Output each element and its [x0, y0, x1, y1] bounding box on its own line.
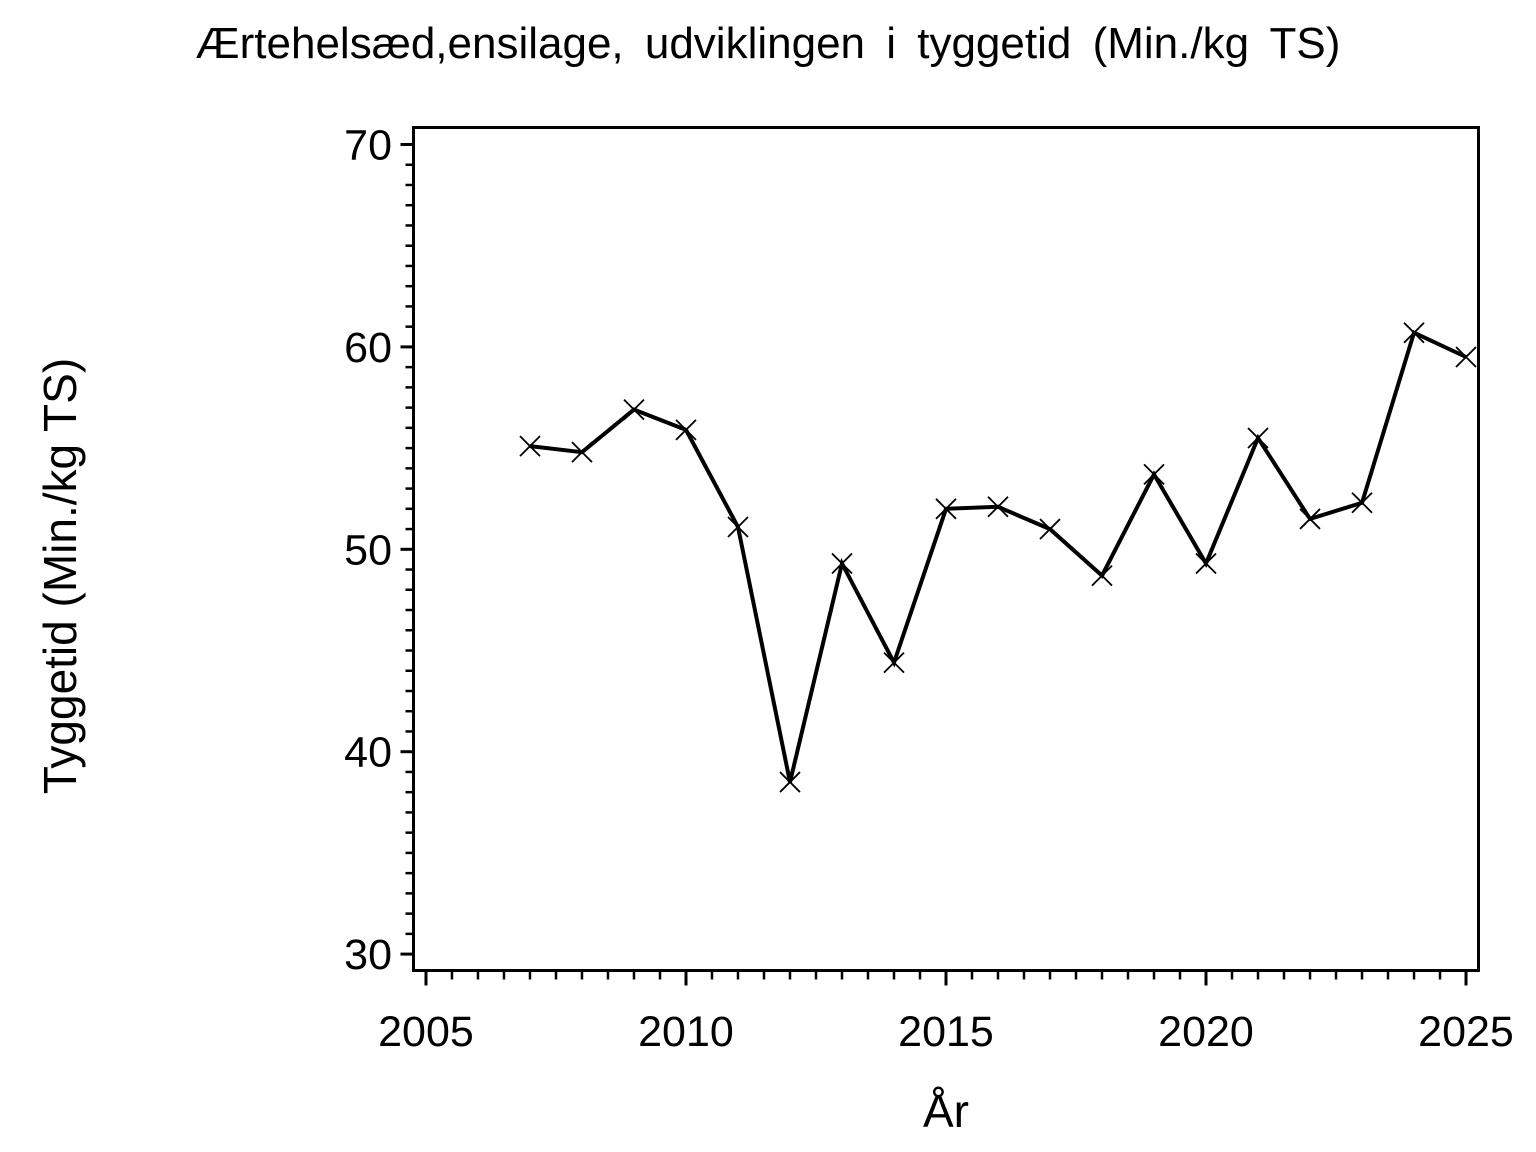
data-point-marker: [1143, 463, 1165, 486]
marker-stroke: [519, 435, 541, 457]
marker-stroke: [1091, 564, 1113, 587]
x-tick-label: 2005: [378, 1008, 474, 1056]
marker-stroke: [1195, 552, 1217, 575]
data-point-marker: [623, 399, 645, 421]
plot-frame: [412, 126, 1480, 972]
x-tick-label: 2010: [638, 1008, 734, 1056]
marker-stroke: [623, 399, 645, 421]
y-axis-label: Tyggetid (Min./kg TS): [34, 358, 86, 794]
chart-title: Ærtehelsæd,ensilage, udviklingen i tygge…: [196, 19, 1341, 68]
data-point-marker: [1247, 427, 1269, 449]
data-series-line: [529, 329, 1467, 783]
marker-stroke: [831, 552, 853, 575]
marker-stroke: [935, 498, 957, 520]
marker-stroke: [1247, 427, 1269, 449]
marker-stroke: [1143, 463, 1165, 486]
marker-stroke: [883, 652, 905, 674]
data-point-marker: [935, 498, 957, 520]
data-point-marker: [1403, 322, 1425, 344]
x-axis-label: År: [923, 1085, 969, 1137]
y-tick-label: 40: [344, 729, 392, 777]
x-tick-label: 2015: [898, 1008, 994, 1056]
data-point-marker: [519, 435, 541, 457]
marker-stroke: [675, 419, 697, 441]
data-point-marker: [987, 496, 1009, 518]
data-point-marker: [883, 652, 905, 674]
y-tick-label: 30: [344, 931, 392, 979]
marker-stroke: [1455, 346, 1477, 368]
marker-stroke: [987, 496, 1009, 518]
x-tick-label: 2020: [1158, 1008, 1254, 1056]
data-point-marker: [1299, 508, 1321, 530]
y-tick-label: 70: [344, 122, 392, 170]
data-point-marker: [1039, 518, 1061, 540]
x-axis-ticks: [424, 970, 1468, 986]
marker-stroke: [1299, 508, 1321, 530]
data-point-marker: [1351, 492, 1373, 514]
y-tick-label: 50: [344, 526, 392, 574]
y-tick-label: 60: [344, 324, 392, 372]
data-point-marker: [675, 419, 697, 441]
marker-stroke: [571, 441, 593, 463]
y-axis-ticks: [400, 143, 414, 956]
data-point-marker: [779, 771, 801, 793]
data-point-marker: [831, 552, 853, 575]
data-point-marker: [1455, 346, 1477, 368]
axis-tick-labels: 2005 2010 2015 2020 2025 30 40 50 60 70: [344, 122, 1514, 1056]
marker-stroke: [1351, 492, 1373, 514]
marker-stroke: [1403, 322, 1425, 344]
data-series: [519, 322, 1477, 793]
data-point-marker: [571, 441, 593, 463]
data-point-marker: [1091, 564, 1113, 587]
data-point-marker: [727, 516, 749, 538]
data-point-marker: [1195, 552, 1217, 575]
marker-stroke: [1039, 518, 1061, 540]
marker-stroke: [727, 516, 749, 538]
marker-stroke: [779, 771, 801, 793]
x-tick-label: 2025: [1418, 1008, 1514, 1056]
